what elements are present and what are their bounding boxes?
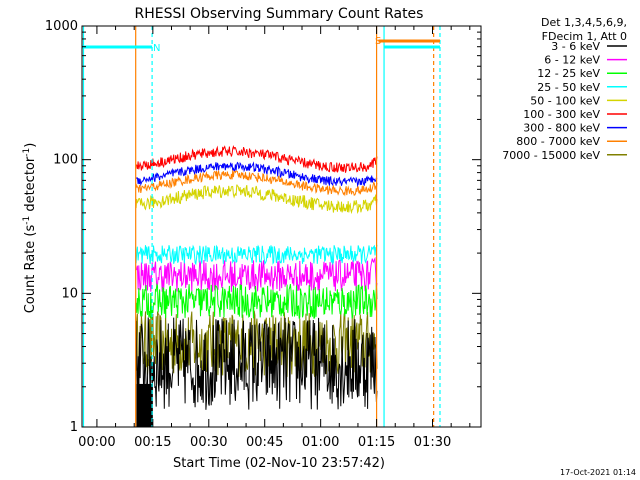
tick-labels: 1 10 100 1000 00:00 00:15 00:30 00:45 01:00 01:15… bbox=[45, 19, 451, 450]
annotation-s: S bbox=[375, 36, 381, 47]
legend-header-2: FDecim 1, Att 0 bbox=[542, 30, 627, 43]
legend-label-5: 50 - 100 keV bbox=[530, 94, 600, 107]
x-tick-label: 01:15 bbox=[358, 435, 395, 450]
timestamp: 17-Oct-2021 01:14 bbox=[560, 468, 636, 477]
x-tick-label: 01:30 bbox=[414, 435, 451, 450]
legend-label-9: 7000 - 15000 keV bbox=[502, 149, 600, 162]
series-line-8 bbox=[135, 169, 378, 197]
series-line-3 bbox=[135, 282, 378, 319]
y-tick-label: 10 bbox=[61, 286, 78, 301]
data-layer: NS bbox=[82, 26, 441, 427]
y-label-sup2: -1 bbox=[22, 148, 32, 157]
x-axis-label: Start Time (02-Nov-10 23:57:42) bbox=[173, 456, 385, 471]
y-tick-label: 100 bbox=[53, 153, 78, 168]
legend-label-8: 800 - 7000 keV bbox=[516, 135, 600, 148]
series-line-1 bbox=[135, 317, 378, 410]
series-line-2 bbox=[135, 256, 378, 293]
legend-header-1: Det 1,3,4,5,6,9, bbox=[541, 16, 627, 29]
legend-label-1: 3 - 6 keV bbox=[551, 40, 600, 53]
y-tick-label: 1 bbox=[70, 420, 78, 435]
series-line-9 bbox=[135, 310, 378, 378]
series-line-6 bbox=[135, 145, 378, 173]
legend-label-2: 6 - 12 keV bbox=[544, 54, 600, 67]
y-label-sup1: -1 bbox=[22, 216, 32, 225]
x-tick-label: 00:30 bbox=[190, 435, 227, 450]
y-label-end: ) bbox=[23, 143, 38, 148]
x-tick-label: 00:15 bbox=[134, 435, 171, 450]
y-label-mid: detector bbox=[23, 156, 38, 216]
chart-title: RHESSI Observing Summary Count Rates bbox=[135, 6, 424, 22]
text-layer: RHESSI Observing Summary Count Rates Sta… bbox=[22, 6, 636, 477]
x-tick-label: 00:45 bbox=[246, 435, 283, 450]
annotation-n: N bbox=[153, 43, 160, 54]
legend-label-7: 300 - 800 keV bbox=[523, 122, 600, 135]
legend-label-3: 12 - 25 keV bbox=[537, 67, 600, 80]
y-label-main: Count Rate (s bbox=[23, 225, 38, 314]
y-axis-label: Count Rate (s-1 detector-1) bbox=[22, 143, 38, 314]
legend-label-6: 100 - 300 keV bbox=[523, 108, 600, 121]
y-tick-label: 1000 bbox=[45, 19, 78, 34]
legend-label-4: 25 - 50 keV bbox=[537, 81, 600, 94]
series-line-5 bbox=[135, 184, 378, 215]
plot-frame bbox=[81, 25, 482, 428]
x-tick-label: 00:00 bbox=[78, 435, 115, 450]
series-line-4 bbox=[135, 244, 378, 266]
x-tick-label: 01:00 bbox=[302, 435, 339, 450]
series-line-7 bbox=[135, 161, 378, 188]
low-count-block bbox=[136, 383, 153, 427]
axis-frame bbox=[81, 25, 482, 428]
